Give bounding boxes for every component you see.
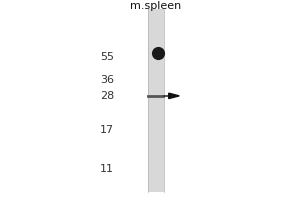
Text: 36: 36 [100,75,114,85]
Text: 28: 28 [100,91,114,101]
Text: 11: 11 [100,164,114,174]
Text: 55: 55 [100,52,114,62]
Text: m.spleen: m.spleen [130,1,182,11]
Text: 17: 17 [100,125,114,135]
Polygon shape [169,93,179,99]
Point [155,51,160,55]
Bar [148,9,164,192]
